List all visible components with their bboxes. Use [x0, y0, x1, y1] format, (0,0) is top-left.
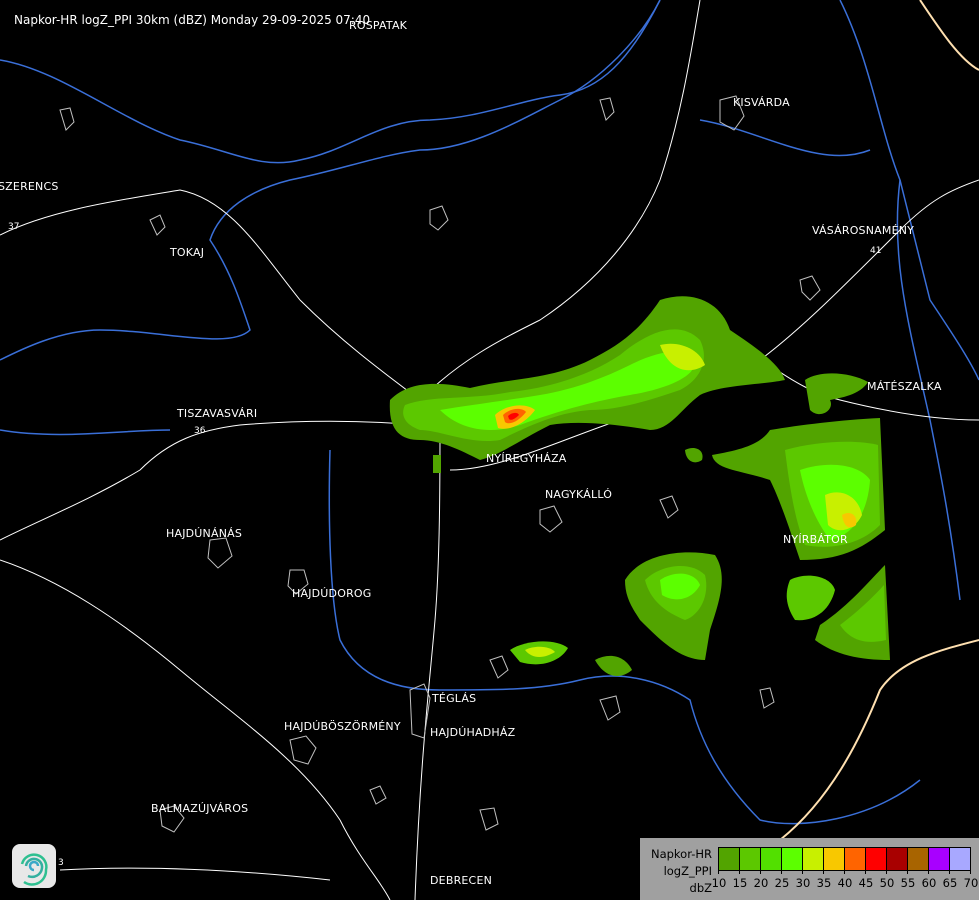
legend-swatch — [740, 848, 761, 870]
city-label-kisvarda: KISVÁRDA — [733, 96, 790, 109]
legend-tick-label: 10 — [711, 876, 727, 890]
city-label-teglas: TÉGLÁS — [432, 692, 477, 705]
legend-tick-label: 65 — [942, 876, 958, 890]
city-label-hajduboszormeny: HAJDÚBÖSZÖRMÉNY — [284, 720, 401, 733]
legend-swatch — [761, 848, 782, 870]
legend-product-line1: Napkor-HR — [650, 847, 712, 861]
legend-swatch — [845, 848, 866, 870]
legend-tick — [823, 869, 824, 874]
city-label-hajdudorog: HAJDÚDOROG — [292, 587, 372, 600]
legend-swatch — [908, 848, 929, 870]
legend-swatch — [887, 848, 908, 870]
city-label-mateszalka: MÁTÉSZALKA — [867, 380, 942, 393]
city-label-hajdunanas: HAJDÚNÁNÁS — [166, 527, 243, 540]
country-border-north — [919, 0, 979, 71]
legend-tick — [970, 869, 971, 874]
legend-tick-label: 55 — [900, 876, 916, 890]
legend-swatch — [824, 848, 845, 870]
legend-swatch — [929, 848, 950, 870]
radar-echoes — [389, 296, 890, 676]
city-label-balmazujvaros: BALMAZÚJVÁROS — [151, 802, 249, 815]
legend-tick-label: 50 — [879, 876, 895, 890]
road-number-3: 3 — [58, 858, 64, 868]
legend-tick-label: 45 — [858, 876, 874, 890]
road-number-41: 41 — [870, 246, 882, 256]
legend-swatch — [782, 848, 803, 870]
legend-tick — [907, 869, 908, 874]
legend-color-bar — [718, 847, 971, 871]
legend-unit: dbZ — [689, 881, 712, 895]
legend-tick — [844, 869, 845, 874]
legend-swatch — [803, 848, 824, 870]
legend-swatch — [719, 848, 740, 870]
road-number-37: 37 — [8, 222, 20, 232]
color-scale-legend: Napkor-HR logZ_PPI dbZ 10 15 20 25 30 35 40 45 5… — [640, 838, 979, 900]
swirl-logo-icon — [20, 853, 48, 886]
city-label-nagykallo: NAGYKÁLLÓ — [545, 488, 613, 501]
city-label-tiszavasvari: TISZAVASVÁRI — [177, 407, 258, 420]
legend-tick — [718, 869, 719, 874]
legend-tick — [802, 869, 803, 874]
city-label-debrecen: DEBRECEN — [430, 874, 493, 887]
legend-tick-label: 25 — [774, 876, 790, 890]
legend-tick-label: 60 — [921, 876, 937, 890]
city-label-rospatak: ROSPATAK — [349, 19, 408, 32]
city-label-nyiregyhaza: NYÍREGYHÁZA — [486, 452, 567, 465]
legend-tick — [886, 869, 887, 874]
legend-tick-label: 20 — [753, 876, 769, 890]
legend-tick — [760, 869, 761, 874]
legend-tick-label: 30 — [795, 876, 811, 890]
legend-tick-label: 70 — [963, 876, 979, 890]
legend-swatch — [950, 848, 970, 870]
legend-tick — [865, 869, 866, 874]
city-label-nyirbator: NYÍRBÁTOR — [783, 533, 848, 546]
legend-tick — [949, 869, 950, 874]
road-number-36: 36 — [194, 426, 206, 436]
legend-tick-label: 40 — [837, 876, 853, 890]
city-label-szerencs: SZERENCS — [0, 180, 59, 193]
settlements — [59, 95, 821, 833]
legend-tick — [739, 869, 740, 874]
legend-tick-label: 15 — [732, 876, 748, 890]
map-title: Napkor-HR logZ_PPI 30km (dBZ) Monday 29-… — [14, 13, 371, 27]
legend-product-line2: logZ_PPI — [663, 864, 712, 878]
legend-tick-label: 35 — [816, 876, 832, 890]
city-label-vasarosnameny: VÁSÁROSNAMÉNY — [812, 224, 915, 237]
legend-tick — [928, 869, 929, 874]
rivers — [0, 0, 979, 825]
omsz-logo — [12, 844, 56, 888]
city-label-hajduhadhaz: HAJDÚHADHÁZ — [430, 726, 516, 739]
legend-tick — [781, 869, 782, 874]
legend-swatch — [866, 848, 887, 870]
city-label-tokaj: TOKAJ — [170, 246, 205, 259]
